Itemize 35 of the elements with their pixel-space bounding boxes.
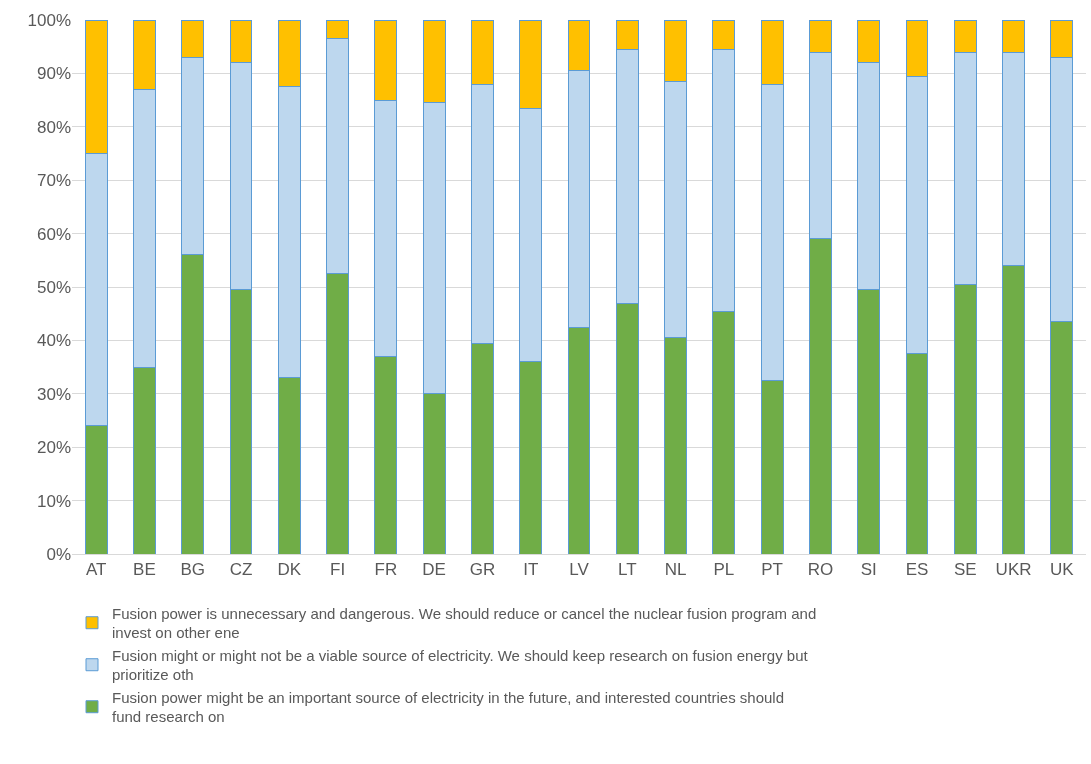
y-tick-label: 50%: [36, 277, 71, 297]
x-tick-label: SI: [860, 560, 877, 580]
x-tick-label: PT: [761, 560, 784, 580]
legend-label: Fusion power is unnecessary and dangerous. We should reduce or cancel the nuclear fusion program and invest on other ene: [112, 604, 817, 642]
x-tick-label: FI: [330, 560, 346, 580]
x-tick-label: GR: [469, 560, 496, 580]
x-tick-label: ES: [905, 560, 929, 580]
y-tick-label: 20%: [36, 438, 71, 458]
y-tick-label: 0%: [46, 544, 71, 564]
x-tick-label: LT: [618, 560, 637, 580]
y-tick-label: 100%: [27, 10, 71, 30]
y-tick-label: 30%: [36, 384, 71, 404]
x-tick-label: PL: [713, 560, 735, 580]
x-tick-label: UK: [1050, 560, 1075, 580]
y-tick-label: 40%: [36, 331, 71, 351]
y-tick-label: 60%: [36, 224, 71, 244]
x-tick-label: UKR: [995, 560, 1032, 580]
x-tick-label: SE: [953, 560, 977, 580]
x-tick-label: DE: [422, 560, 446, 580]
x-tick-label: AT: [85, 560, 107, 580]
x-tick-label: CZ: [229, 560, 253, 580]
x-tick-label: IT: [523, 560, 539, 580]
legend-label: Fusion might or might not be a viable source of electricity. We should keep research on fusion energy but prioritize oth: [112, 646, 809, 684]
x-tick-label: NL: [664, 560, 687, 580]
x-tick-label: BE: [133, 560, 156, 580]
y-tick-label: 70%: [36, 171, 71, 191]
x-tick-label: DK: [277, 560, 302, 580]
y-tick-label: 80%: [36, 117, 71, 137]
x-tick-label: RO: [807, 560, 834, 580]
x-tick-label: LV: [569, 560, 590, 580]
x-tick-label: FR: [374, 560, 398, 580]
y-tick-label: 10%: [36, 491, 71, 511]
y-tick-label: 90%: [36, 64, 71, 84]
legend-label: Fusion power might be an important source of electricity in the future, and interested countries should fund research on: [112, 688, 785, 726]
x-tick-label: BG: [180, 560, 205, 580]
